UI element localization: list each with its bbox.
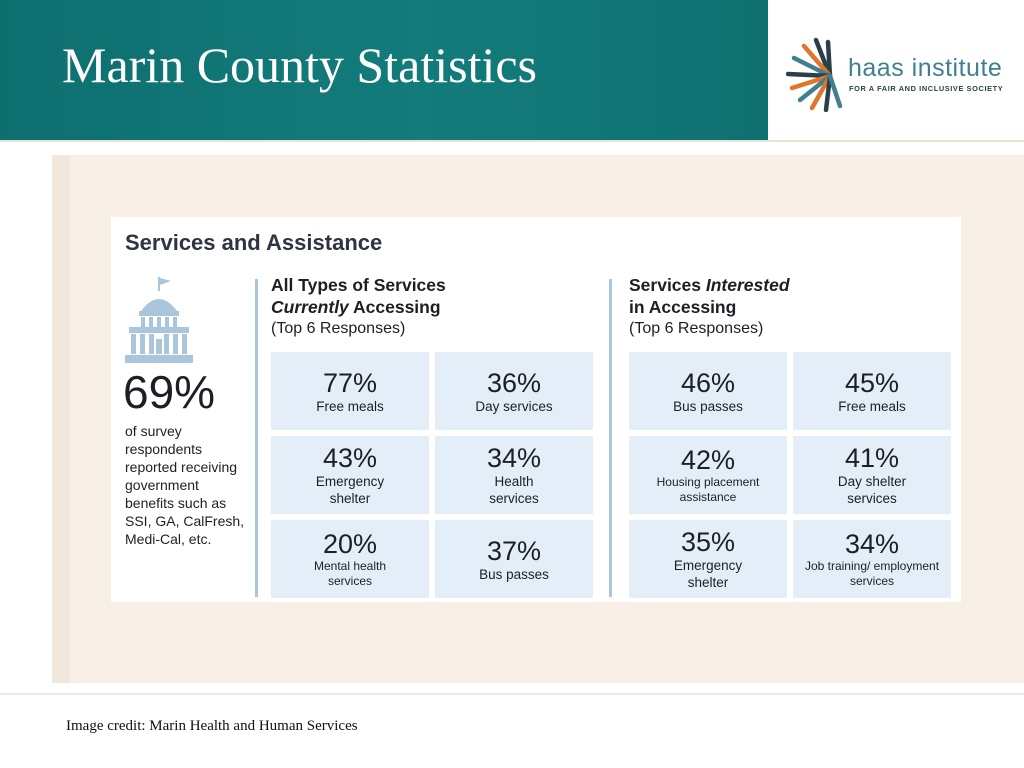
- current-services-grid: 77% Free meals 36% Day services 43% Emer…: [271, 352, 593, 598]
- tile-label: Job training/ employment services: [804, 559, 940, 588]
- header-band: [0, 0, 768, 140]
- footer-divider: [0, 693, 1024, 695]
- tile-percent: 45%: [844, 367, 900, 398]
- service-tile-day-shelter: 41% Day shelter services: [793, 436, 951, 514]
- column-divider: [609, 279, 612, 597]
- service-tile-free-meals: 77% Free meals: [271, 352, 429, 430]
- tile-label: Bus passes: [673, 398, 743, 414]
- current-heading-line1: All Types of Services: [271, 275, 446, 295]
- service-tile-day-services: 36% Day services: [435, 352, 593, 430]
- tile-label: Housing placement assistance: [656, 475, 760, 504]
- interested-services-heading: Services Interested in Accessing (Top 6 …: [629, 274, 959, 340]
- tile-label: Emergency shelter: [315, 474, 385, 506]
- services-infographic: Services and Assistance 69% of survey re…: [111, 217, 961, 602]
- service-tile-mental-health: 20% Mental health services: [271, 520, 429, 598]
- tile-percent: 20%: [322, 529, 378, 559]
- tile-label: Health services: [489, 474, 539, 506]
- haas-institute-logo: haas institute FOR A FAIR AND INCLUSIVE …: [786, 36, 1006, 116]
- interested-heading-pre: Services: [629, 275, 706, 295]
- image-credit: Image credit: Marin Health and Human Ser…: [66, 718, 358, 734]
- tile-percent: 34%: [844, 529, 900, 559]
- current-services-heading: All Types of Services Currently Accessin…: [271, 274, 601, 340]
- column-divider: [255, 279, 258, 597]
- tile-percent: 41%: [844, 443, 900, 473]
- tile-label: Bus passes: [479, 566, 549, 582]
- page-title: Marin County Statistics: [62, 37, 537, 93]
- service-tile-bus-passes: 46% Bus passes: [629, 352, 787, 430]
- tile-percent: 35%: [680, 527, 736, 557]
- service-tile-free-meals: 45% Free meals: [793, 352, 951, 430]
- current-heading-rest: Accessing: [348, 297, 441, 317]
- service-tile-housing-placement: 42% Housing placement assistance: [629, 436, 787, 514]
- infographic-title: Services and Assistance: [125, 230, 383, 255]
- tile-percent: 43%: [322, 443, 378, 473]
- logo-name: haas institute: [848, 54, 1003, 82]
- tile-label: Free meals: [316, 398, 384, 414]
- headline-percent: 69%: [123, 366, 216, 418]
- content-background-edge: [52, 155, 70, 683]
- tile-percent: 77%: [322, 367, 378, 398]
- logo-tagline: FOR A FAIR AND INCLUSIVE SOCIETY: [849, 84, 1004, 93]
- headline-description: of survey respondents reported receiving…: [125, 423, 245, 547]
- tile-label: Emergency shelter: [673, 558, 743, 590]
- tile-percent: 46%: [680, 367, 736, 398]
- tile-percent: 42%: [680, 445, 736, 475]
- interested-heading-line2: in Accessing: [629, 297, 737, 317]
- service-tile-job-training: 34% Job training/ employment services: [793, 520, 951, 598]
- interested-services-grid: 46% Bus passes 45% Free meals 42% Housin…: [629, 352, 951, 598]
- tile-label: Mental health services: [313, 559, 387, 588]
- current-heading-sub: (Top 6 Responses): [271, 320, 406, 337]
- interested-heading-sub: (Top 6 Responses): [629, 320, 764, 337]
- current-heading-emphasis: Currently: [271, 297, 349, 317]
- service-tile-health-services: 34% Health services: [435, 436, 593, 514]
- service-tile-emergency-shelter: 35% Emergency shelter: [629, 520, 787, 598]
- tile-percent: 37%: [486, 535, 542, 566]
- service-tile-bus-passes: 37% Bus passes: [435, 520, 593, 598]
- tile-label: Free meals: [838, 398, 906, 414]
- header-divider: [0, 140, 1024, 142]
- interested-heading-emphasis: Interested: [705, 275, 790, 295]
- service-tile-emergency-shelter: 43% Emergency shelter: [271, 436, 429, 514]
- tile-percent: 34%: [486, 443, 542, 473]
- tile-percent: 36%: [486, 367, 542, 398]
- tile-label: Day services: [475, 398, 553, 414]
- starburst-logo-icon: [786, 37, 843, 112]
- tile-label: Day shelter services: [837, 474, 907, 506]
- capitol-building-icon: [125, 277, 193, 363]
